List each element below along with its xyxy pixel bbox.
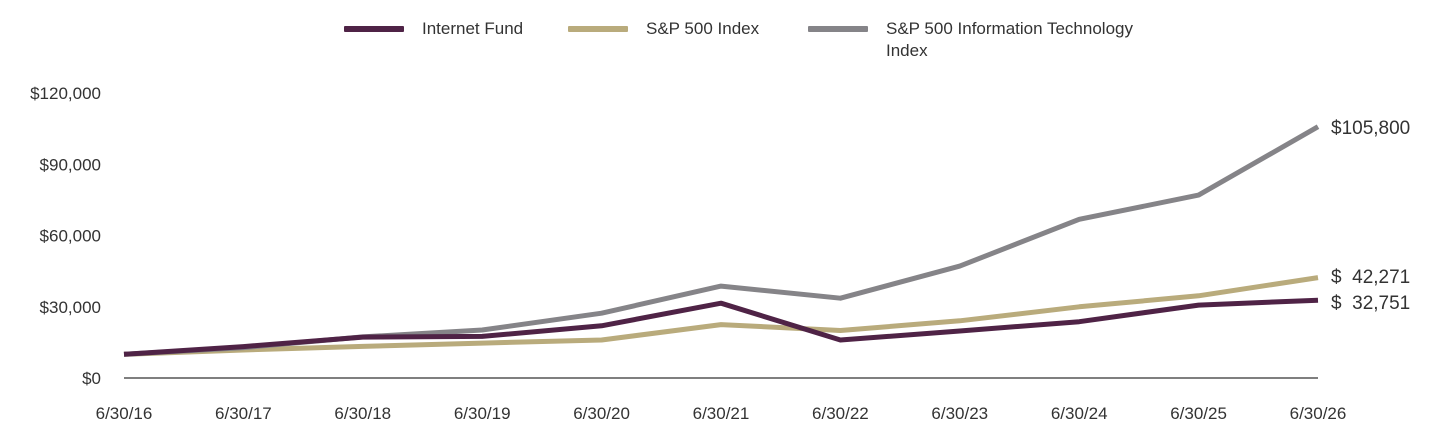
x-tick-label: 6/30/20 [573,404,630,423]
y-tick-label: $120,000 [30,84,101,103]
x-tick-label: 6/30/26 [1290,404,1347,423]
end-value-label: $ 32,751 [1331,293,1410,314]
x-tick-label: 6/30/22 [812,404,869,423]
x-tick-label: 6/30/24 [1051,404,1108,423]
series-line [123,275,1319,357]
x-tick-label: 6/30/23 [931,404,988,423]
y-tick-label: $30,000 [40,298,101,317]
x-tick-label: 6/30/18 [334,404,391,423]
legend-swatch-sp500-it [808,26,868,32]
x-tick-label: 6/30/25 [1170,404,1227,423]
legend-item-sp500: S&P 500 Index [568,18,788,40]
legend-label-sp500: S&P 500 Index [646,19,760,38]
legend-item-internet-fund: Internet Fund [344,18,544,40]
legend-label-sp500-it: S&P 500 Information Technology Index [886,19,1133,60]
end-value-label: $105,800 [1331,118,1410,139]
y-tick-label: $90,000 [40,155,101,174]
legend-swatch-sp500 [568,26,628,32]
legend-label-internet-fund: Internet Fund [422,19,524,38]
legend-swatch-internet-fund [344,26,404,32]
x-tick-label: 6/30/17 [215,404,272,423]
y-tick-label: $60,000 [40,227,101,246]
series-line [123,124,1320,357]
y-tick-label: $0 [82,369,101,388]
legend: Internet Fund S&P 500 Index S&P 500 Info… [0,18,1440,68]
x-tick-label: 6/30/21 [693,404,750,423]
x-tick-label: 6/30/16 [96,404,153,423]
legend-item-sp500-it: S&P 500 Information Technology Index [808,18,1158,62]
end-value-label: $ 42,271 [1331,267,1410,288]
x-tick-label: 6/30/19 [454,404,511,423]
series-line [123,297,1319,357]
